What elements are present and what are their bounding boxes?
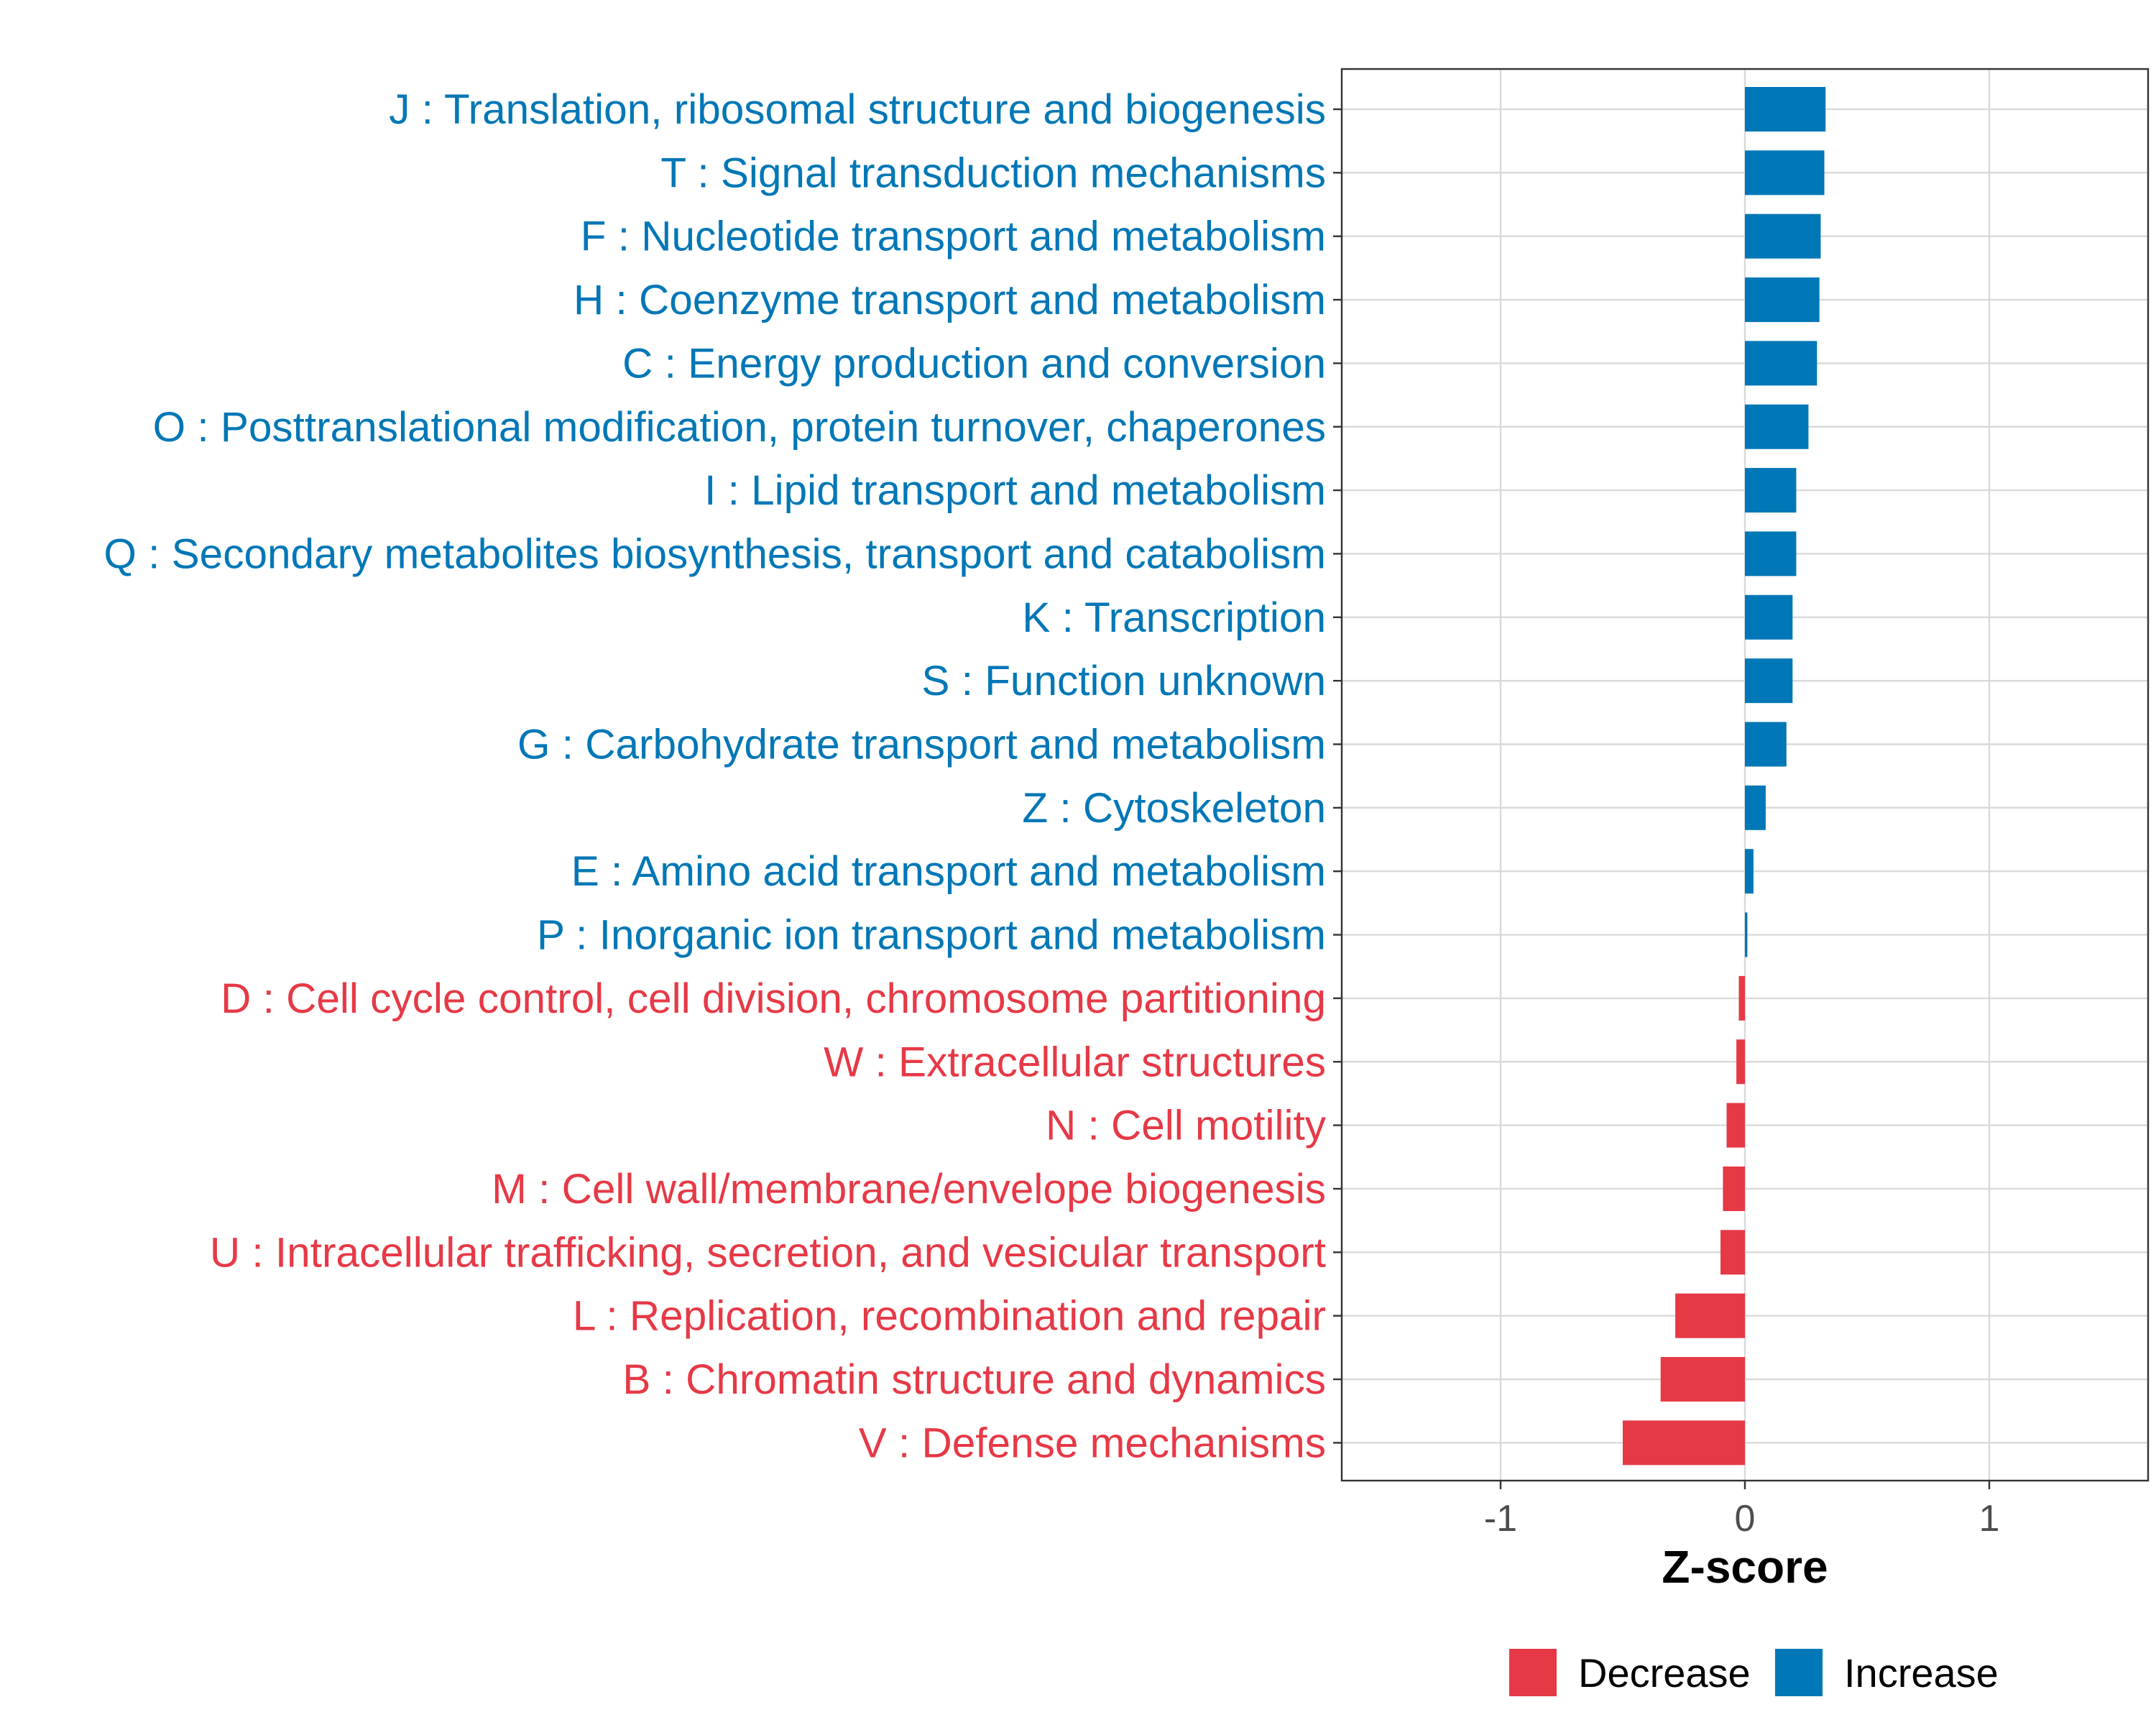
bar-e: [1745, 849, 1754, 894]
bar-u: [1720, 1230, 1745, 1275]
bar-k: [1745, 594, 1793, 640]
x-axis-label: Z-score: [1662, 1541, 1828, 1593]
bar-f: [1745, 213, 1821, 259]
category-label: S : Function unknown: [921, 658, 1326, 704]
bar-z: [1745, 785, 1766, 830]
category-label: V : Defense mechanisms: [859, 1420, 1326, 1466]
bar-t: [1745, 150, 1825, 196]
category-label: E : Amino acid transport and metabolism: [571, 848, 1326, 895]
category-label: U : Intracellular trafficking, secretion…: [210, 1229, 1326, 1276]
bar-l: [1675, 1293, 1745, 1338]
category-label: F : Nucleotide transport and metabolism: [581, 213, 1326, 260]
bar-s: [1745, 658, 1793, 704]
category-label: Z : Cytoskeleton: [1022, 785, 1326, 832]
legend-key-decrease: [1509, 1649, 1557, 1696]
legend: Decrease Increase: [1509, 1649, 1999, 1696]
bar-w: [1736, 1039, 1745, 1085]
bar-h: [1745, 277, 1820, 323]
bar-p: [1745, 912, 1748, 957]
bar-m: [1723, 1166, 1745, 1211]
x-tick-label: 0: [1735, 1498, 1756, 1540]
x-axis: -1 0 1: [1484, 1481, 2000, 1540]
category-label: N : Cell motility: [1046, 1103, 1327, 1149]
category-label: B : Chromatin structure and dynamics: [622, 1356, 1326, 1403]
category-label: H : Coenzyme transport and metabolism: [573, 277, 1326, 323]
x-tick-label: -1: [1484, 1498, 1517, 1540]
category-label: K : Transcription: [1022, 594, 1326, 641]
category-label: O : Posttranslational modification, prot…: [153, 404, 1326, 451]
legend-label-decrease: Decrease: [1578, 1650, 1751, 1696]
category-label: L : Replication, recombination and repai…: [573, 1293, 1326, 1340]
category-label: W : Extracellular structures: [824, 1039, 1326, 1085]
bar-n: [1726, 1103, 1745, 1148]
category-label: G : Carbohydrate transport and metabolis…: [517, 722, 1326, 768]
legend-label-increase: Increase: [1844, 1650, 1999, 1696]
bar-b: [1660, 1357, 1745, 1402]
category-labels: J : Translation, ribosomal structure and…: [103, 86, 1326, 1466]
bar-i: [1745, 468, 1797, 513]
category-label: C : Energy production and conversion: [622, 340, 1326, 387]
category-label: J : Translation, ribosomal structure and…: [389, 86, 1326, 133]
bar-c: [1745, 341, 1818, 386]
bar-v: [1623, 1420, 1745, 1466]
legend-key-increase: [1775, 1649, 1823, 1696]
bar-o: [1745, 404, 1809, 449]
category-label: I : Lipid transport and metabolism: [704, 467, 1326, 514]
bars: [1623, 87, 1826, 1466]
bar-q: [1745, 531, 1797, 576]
category-label: Q : Secondary metabolites biosynthesis, …: [103, 530, 1326, 577]
bar-g: [1745, 722, 1787, 767]
y-axis-ticks: [1333, 108, 1342, 1444]
category-label: P : Inorganic ion transport and metaboli…: [537, 912, 1326, 959]
bar-d: [1738, 975, 1745, 1021]
x-tick-label: 1: [1979, 1498, 2000, 1540]
category-label: T : Signal transduction mechanisms: [660, 150, 1326, 196]
category-label: D : Cell cycle control, cell division, c…: [221, 975, 1326, 1022]
bar-j: [1745, 87, 1826, 132]
category-label: M : Cell wall/membrane/envelope biogenes…: [492, 1166, 1326, 1213]
